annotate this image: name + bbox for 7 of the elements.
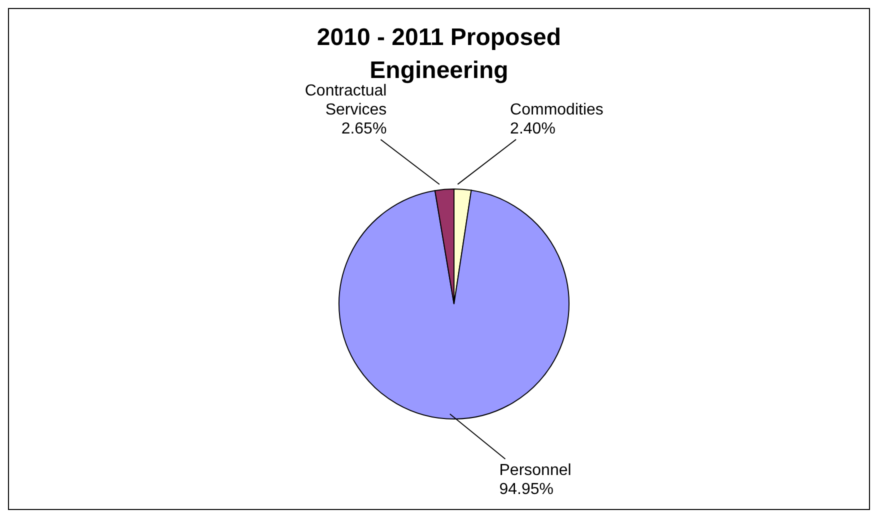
data-label: 2.65% [341, 120, 387, 138]
chart-title: 2010 - 2011 Proposed Engineering [316, 23, 562, 84]
slice-label: Commodities [510, 101, 604, 118]
data-label: 2.40% [510, 120, 556, 138]
slice-label: Contractual Services [304, 82, 387, 119]
data-label: 94.95% [499, 480, 554, 498]
slice-label: Personnel [499, 462, 572, 479]
